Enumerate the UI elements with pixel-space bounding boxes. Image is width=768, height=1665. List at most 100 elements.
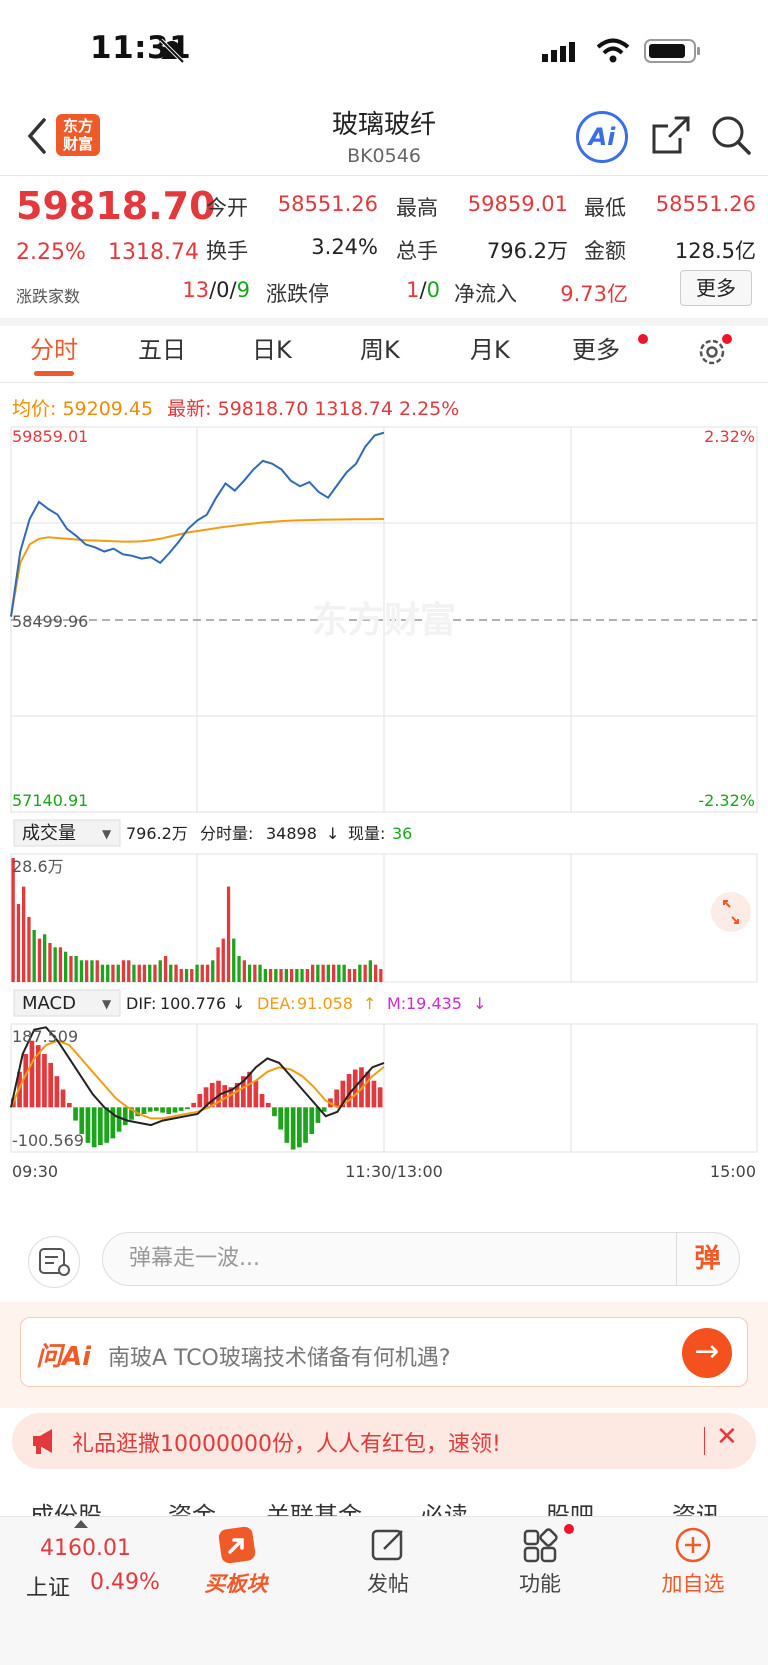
volume-bar (258, 964, 262, 982)
volume-bar (321, 964, 325, 982)
tab-more[interactable]: 更多 (572, 336, 620, 364)
volume-bar (79, 960, 84, 982)
volume-selector-label: 成交量 (22, 823, 76, 844)
macd-bar (116, 1107, 122, 1132)
volume-bar (226, 886, 231, 982)
volume-bar (326, 964, 330, 982)
macd-bar (272, 1107, 277, 1117)
dif-label: DIF: (126, 994, 156, 1013)
volume-minute-arrow: ↓ (326, 824, 339, 843)
volume-bar (22, 886, 26, 982)
macd-bar (278, 1107, 283, 1130)
macd-selector[interactable] (13, 989, 121, 1017)
macd-bar (253, 1080, 259, 1108)
macd-bar (290, 1107, 296, 1150)
macd-bar (160, 1107, 165, 1113)
ai-question-card[interactable] (20, 1317, 748, 1387)
time-label-midday: 11:30/13:00 (345, 1162, 443, 1181)
tab-intraday[interactable]: 分时 (30, 336, 78, 364)
promo-text[interactable]: 礼品逛撒10000000份，人人有红包，速领! (72, 1432, 501, 1457)
sector-code: BK0546 (347, 145, 421, 167)
danmu-input[interactable]: 弹幕走一波... (102, 1232, 740, 1286)
volume-bar (116, 964, 120, 982)
index-value[interactable]: 4160.01 (40, 1536, 131, 1561)
index-name[interactable]: 上证 (26, 1576, 71, 1601)
volume-bar (153, 964, 157, 982)
tab-five-day[interactable]: 五日 (138, 336, 186, 364)
expand-chart-button[interactable] (711, 892, 751, 932)
breadth-down: 9 (236, 278, 250, 302)
ai-question-text[interactable]: 南玻A TCO玻璃技术储备有何机遇? (108, 1346, 451, 1371)
nav-buy-sector[interactable]: 买板块 (204, 1572, 268, 1596)
nav-add-watchlist[interactable]: 加自选 (661, 1572, 725, 1596)
ask-ai-label: 问Ai (36, 1342, 92, 1372)
volume-value: 796.2万 (486, 239, 568, 263)
ai-go-arrow-icon[interactable]: → (682, 1328, 732, 1378)
open-value: 58551.26 (277, 192, 378, 216)
volume-bar (53, 947, 57, 982)
nav-post[interactable]: 发帖 (367, 1572, 409, 1596)
add-watchlist-icon[interactable] (674, 1526, 712, 1564)
macd-bar (154, 1107, 159, 1111)
macd-bar (29, 1040, 35, 1108)
intraday-chart[interactable]: 东方财富 59859.01 58499.96 57140.91 2.32% -2… (0, 420, 768, 1210)
index-pct[interactable]: 0.49% (90, 1570, 160, 1595)
volume-bar (148, 964, 152, 982)
nav-functions[interactable]: 功能 (519, 1572, 561, 1596)
axis-top-price: 59859.01 (12, 427, 88, 446)
volume-bar (232, 938, 236, 982)
volume-bar (179, 969, 183, 982)
m-label: M: (387, 994, 406, 1013)
volume-bar (58, 947, 63, 982)
back-arrow-icon[interactable] (24, 116, 48, 156)
dif-arrow: ↓ (232, 994, 245, 1013)
tab-more-badge (638, 334, 648, 344)
buy-sector-icon[interactable] (214, 1524, 260, 1568)
macd-bar (98, 1107, 103, 1146)
volume-bar (137, 964, 141, 982)
high-value: 59859.01 (467, 192, 568, 216)
breadth-label: 涨跌家数 (16, 287, 81, 306)
tab-weekly-k[interactable]: 周K (360, 336, 400, 364)
tab-monthly-k[interactable]: 月K (470, 336, 510, 364)
promo-separator (704, 1427, 705, 1455)
more-quote-button[interactable]: 更多 (680, 270, 752, 306)
search-icon[interactable] (710, 114, 752, 156)
settings-gear-icon[interactable] (696, 334, 732, 370)
latest-pct: 2.25% (398, 398, 460, 420)
danmu-toggle-button[interactable]: 弹 (676, 1233, 738, 1285)
dea-value: 91.058 (297, 994, 353, 1013)
comment-list-button[interactable] (28, 1236, 80, 1288)
volume-bar (295, 969, 299, 982)
functions-grid-icon[interactable] (522, 1526, 562, 1564)
index-expand-caret[interactable] (74, 1520, 88, 1528)
volume-selector-arrow: ▼ (102, 827, 112, 841)
share-icon[interactable] (650, 114, 692, 156)
volume-bar (200, 964, 204, 982)
volume-total: 796.2万 (126, 824, 188, 843)
tab-daily-k[interactable]: 日K (252, 336, 292, 364)
page-title: 玻璃玻纤 (331, 110, 436, 140)
macd-bar (147, 1107, 153, 1112)
dea-line (10, 1039, 385, 1120)
macd-bar (48, 1062, 53, 1108)
promo-banner[interactable] (12, 1413, 756, 1469)
volume-bar (190, 969, 194, 982)
section-gap (0, 318, 768, 326)
axis-top-pct: 2.32% (704, 427, 755, 446)
expand-icon (723, 900, 739, 924)
volume-bar (221, 938, 225, 982)
volume-bar (95, 960, 99, 982)
close-icon[interactable]: ✕ (716, 1422, 738, 1452)
volume-bar (337, 964, 341, 982)
compose-post-icon[interactable] (370, 1526, 408, 1564)
dif-value: 100.776 (160, 994, 226, 1013)
ai-assistant-button[interactable]: Ai (576, 111, 628, 163)
volume-bar (289, 969, 294, 982)
volume-bar (253, 964, 257, 982)
macd-selector-label: MACD (22, 993, 76, 1014)
breadth-flat: 0 (216, 278, 230, 302)
macd-bar (346, 1074, 352, 1108)
header-divider (0, 175, 768, 176)
volume-selector[interactable] (13, 819, 121, 847)
